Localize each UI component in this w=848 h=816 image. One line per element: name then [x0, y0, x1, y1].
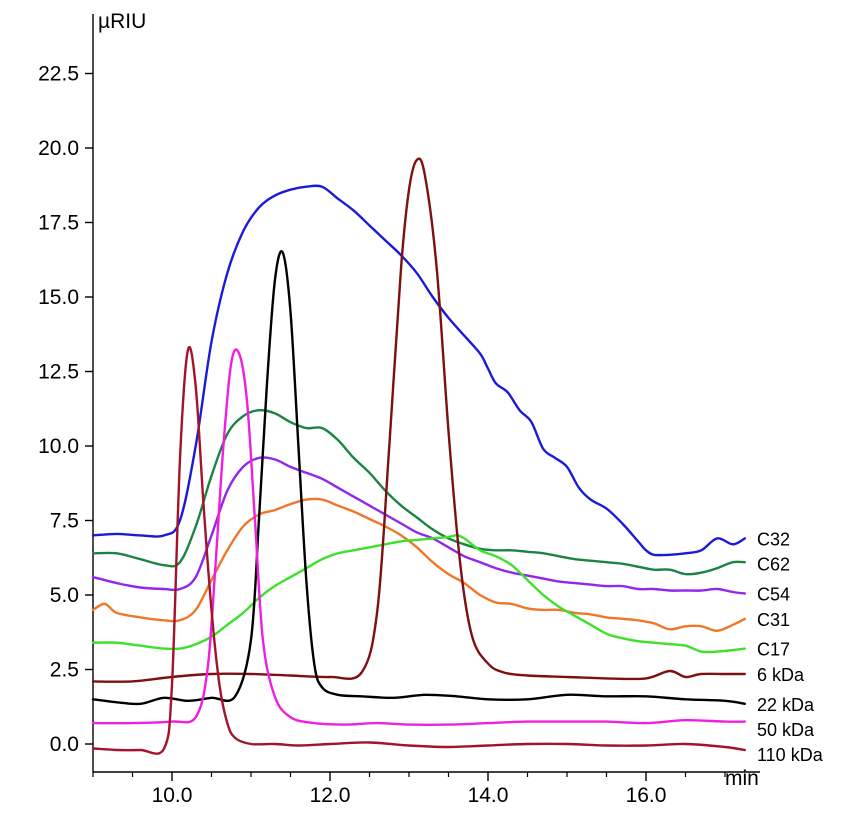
legend-label-22-kda: 22 kDa [757, 695, 815, 715]
series-line-c17 [91, 534, 746, 654]
legend-label-6-kda: 6 kDa [757, 665, 805, 685]
y-tick-label: 22.5 [38, 63, 79, 86]
legend-label-c54: C54 [757, 585, 790, 605]
series-line-c32 [91, 184, 746, 557]
legend-label-c62: C62 [757, 554, 790, 574]
series-lines [91, 157, 746, 755]
x-tick-label: 10.0 [152, 784, 193, 807]
y-ticks: 0.0 2.5 5.0 7.5 10.0 12.5 15.0 17.5 20.0 22.5 [38, 63, 93, 756]
legend-label-c31: C31 [757, 610, 790, 630]
y-tick-label: 5.0 [50, 584, 79, 607]
y-tick-label: 0.0 [50, 733, 79, 756]
legend-label-50-kda: 50 kDa [757, 720, 815, 740]
legend-label-c32: C32 [757, 529, 790, 549]
y-tick-label: 2.5 [50, 659, 79, 682]
x-tick-label: 16.0 [626, 784, 667, 807]
y-tick-label: 17.5 [38, 212, 79, 235]
y-axis-unit-label: µRIU [98, 10, 146, 33]
series-line-50-kda [91, 348, 746, 727]
y-tick-label: 20.0 [38, 137, 79, 160]
y-tick-label: 15.0 [38, 286, 79, 309]
legend: C32 C62 C54 C31 C17 6 kDa 22 kDa 50 kDa 110 kDa [757, 529, 824, 764]
legend-label-110-kda: 110 kDa [757, 745, 824, 765]
legend-label-c17: C17 [757, 640, 790, 660]
series-line-6-kda [91, 157, 746, 683]
x-tick-label: 12.0 [310, 784, 351, 807]
series-line-22-kda [91, 250, 746, 706]
x-axis-unit-label: min [725, 767, 759, 790]
y-tick-label: 7.5 [50, 510, 79, 533]
y-tick-label: 12.5 [38, 361, 79, 384]
x-tick-label: 14.0 [468, 784, 509, 807]
y-tick-label: 10.0 [38, 435, 79, 458]
series-line-110-kda [91, 346, 746, 755]
x-ticks: 10.0 12.0 14.0 16.0 [92, 772, 726, 807]
axes: µRIU min [92, 10, 760, 790]
